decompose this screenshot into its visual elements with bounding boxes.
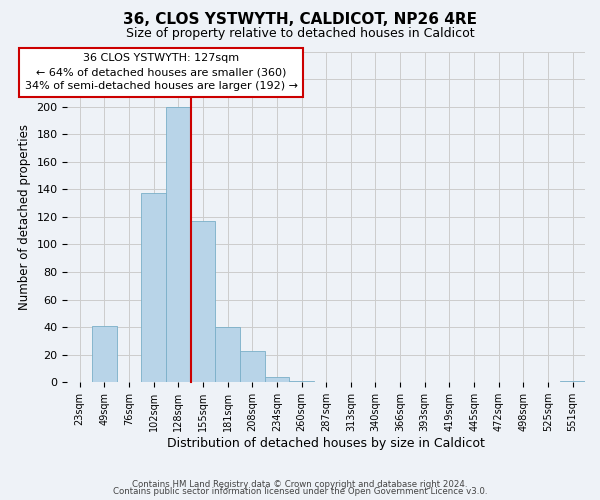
Bar xyxy=(166,106,191,382)
Text: Size of property relative to detached houses in Caldicot: Size of property relative to detached ho… xyxy=(125,28,475,40)
Text: 36 CLOS YSTWYTH: 127sqm
← 64% of detached houses are smaller (360)
34% of semi-d: 36 CLOS YSTWYTH: 127sqm ← 64% of detache… xyxy=(25,53,298,91)
Bar xyxy=(265,376,289,382)
Bar xyxy=(191,221,215,382)
Text: Contains public sector information licensed under the Open Government Licence v3: Contains public sector information licen… xyxy=(113,487,487,496)
X-axis label: Distribution of detached houses by size in Caldicot: Distribution of detached houses by size … xyxy=(167,437,485,450)
Bar xyxy=(92,326,116,382)
Text: 36, CLOS YSTWYTH, CALDICOT, NP26 4RE: 36, CLOS YSTWYTH, CALDICOT, NP26 4RE xyxy=(123,12,477,28)
Bar xyxy=(560,381,585,382)
Bar xyxy=(240,350,265,382)
Y-axis label: Number of detached properties: Number of detached properties xyxy=(18,124,31,310)
Bar xyxy=(289,381,314,382)
Bar xyxy=(142,194,166,382)
Bar xyxy=(215,327,240,382)
Text: Contains HM Land Registry data © Crown copyright and database right 2024.: Contains HM Land Registry data © Crown c… xyxy=(132,480,468,489)
